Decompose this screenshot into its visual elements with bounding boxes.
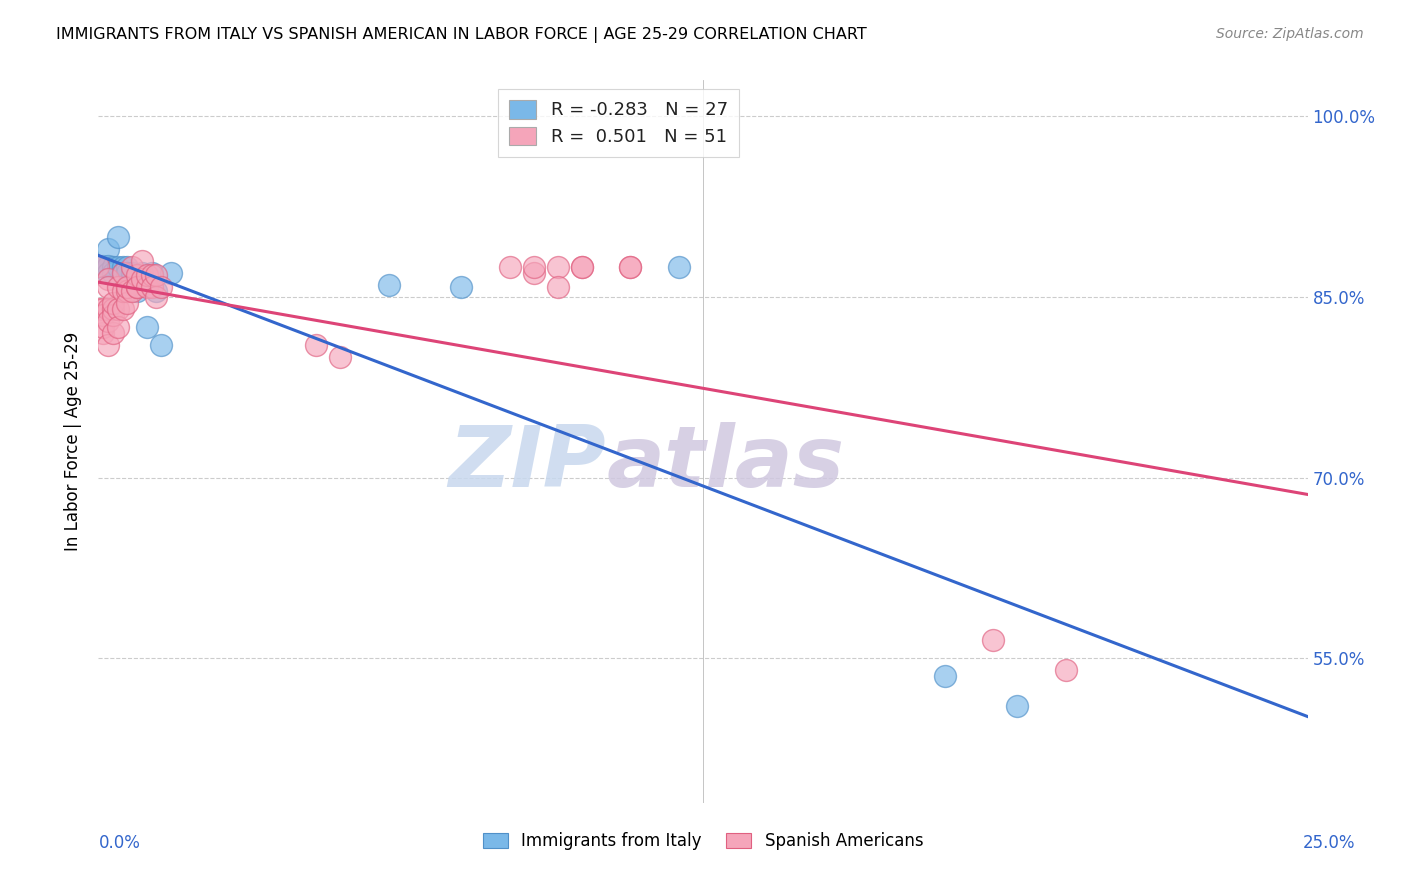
Point [121,266,143,280]
Point [91,326,114,341]
Point [141,280,163,294]
Point [145,284,167,298]
Point [97,272,120,286]
Point [97,314,120,328]
Point [523,260,546,274]
Point [117,260,139,274]
Point [150,280,173,294]
Point [117,266,139,280]
Point [571,260,593,274]
Point [377,277,399,292]
Point [101,296,124,310]
Point [127,280,149,294]
Text: IMMIGRANTS FROM ITALY VS SPANISH AMERICAN IN LABOR FORCE | AGE 25-29 CORRELATION: IMMIGRANTS FROM ITALY VS SPANISH AMERICA… [56,27,868,43]
Text: 0.0%: 0.0% [98,834,141,852]
Point [523,266,546,280]
Point [91,259,114,273]
Point [111,266,134,280]
Point [97,259,120,273]
Point [87,301,110,317]
Point [619,260,641,274]
Point [91,308,114,322]
Point [97,266,120,280]
Point [305,338,328,352]
Point [150,338,173,352]
Point [450,280,472,294]
Text: Source: ZipAtlas.com: Source: ZipAtlas.com [1216,27,1364,41]
Point [131,272,153,286]
Text: 25.0%: 25.0% [1302,834,1355,852]
Point [107,320,129,334]
Point [97,338,120,352]
Point [97,301,120,317]
Point [121,260,143,274]
Point [111,266,134,280]
Point [101,266,124,280]
Point [111,260,134,274]
Point [107,260,129,274]
Text: atlas: atlas [606,422,845,505]
Y-axis label: In Labor Force | Age 25-29: In Labor Force | Age 25-29 [65,332,83,551]
Point [101,308,124,322]
Point [111,301,134,317]
Point [97,280,120,294]
Point [145,268,167,283]
Point [571,260,593,274]
Point [1007,699,1029,714]
Point [117,296,139,310]
Point [101,301,124,317]
Point [97,242,120,256]
Point [668,260,690,274]
Point [547,280,569,294]
Point [87,259,110,273]
Point [91,301,114,317]
Point [131,266,153,280]
Point [91,320,114,334]
Point [121,284,143,298]
Point [498,260,520,274]
Point [107,230,129,244]
Point [145,290,167,304]
Point [101,260,124,274]
Point [934,669,956,683]
Text: ZIP: ZIP [449,422,606,505]
Point [107,280,129,294]
Point [981,633,1004,648]
Point [329,350,352,364]
Point [127,268,149,283]
Point [127,280,149,294]
Legend: Immigrants from Italy, Spanish Americans: Immigrants from Italy, Spanish Americans [477,826,929,857]
Point [141,268,163,283]
Point [1054,664,1077,678]
Point [127,284,149,298]
Point [111,284,134,298]
Point [117,284,139,298]
Point [87,259,110,273]
Point [121,272,143,286]
Point [547,260,569,274]
Point [131,253,153,268]
Point [160,266,183,280]
Point [141,266,163,280]
Point [117,280,139,294]
Point [619,260,641,274]
Legend: R = -0.283   N = 27, R =  0.501   N = 51: R = -0.283 N = 27, R = 0.501 N = 51 [498,89,738,157]
Point [135,268,157,283]
Point [135,280,157,294]
Point [135,320,157,334]
Point [101,326,124,341]
Point [107,301,129,317]
